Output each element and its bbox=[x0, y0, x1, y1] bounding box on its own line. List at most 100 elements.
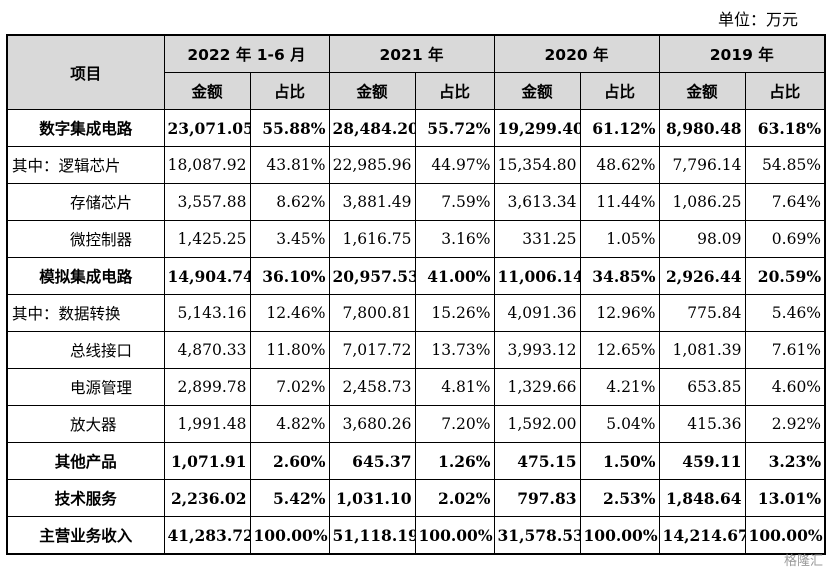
period-header: 2022 年 1-6 月 bbox=[163, 34, 330, 73]
amount-cell: 2,236.02 bbox=[163, 479, 251, 517]
ratio-cell: 100.00% bbox=[249, 516, 330, 555]
amount-cell: 1,081.39 bbox=[658, 331, 746, 369]
ratio-cell: 3.45% bbox=[249, 220, 330, 258]
ratio-cell: 7.61% bbox=[744, 331, 826, 369]
amount-cell: 4,091.36 bbox=[493, 294, 581, 332]
amount-cell: 1,329.66 bbox=[493, 368, 581, 406]
item-header: 项目 bbox=[6, 34, 165, 110]
amount-cell: 645.37 bbox=[328, 442, 416, 480]
amount-cell: 28,484.20 bbox=[328, 109, 416, 147]
ratio-cell: 54.85% bbox=[744, 146, 826, 184]
row-label: 存储芯片 bbox=[6, 183, 165, 221]
row-label: 放大器 bbox=[6, 405, 165, 443]
ratio-cell: 3.23% bbox=[744, 442, 826, 480]
ratio-cell: 41.00% bbox=[414, 257, 495, 295]
amount-cell: 1,071.91 bbox=[163, 442, 251, 480]
ratio-cell: 4.81% bbox=[414, 368, 495, 406]
ratio-cell: 7.64% bbox=[744, 183, 826, 221]
amount-cell: 1,592.00 bbox=[493, 405, 581, 443]
amount-cell: 4,870.33 bbox=[163, 331, 251, 369]
table-row: 数字集成电路 23,071.05 55.88% 28,484.20 55.72% 19,2… bbox=[6, 109, 826, 147]
row-label: 电源管理 bbox=[6, 368, 165, 406]
period-header: 2020 年 bbox=[493, 34, 660, 73]
ratio-header: 占比 bbox=[249, 72, 330, 110]
ratio-cell: 55.72% bbox=[414, 109, 495, 147]
ratio-cell: 11.44% bbox=[579, 183, 660, 221]
ratio-cell: 20.59% bbox=[744, 257, 826, 295]
ratio-cell: 43.81% bbox=[249, 146, 330, 184]
amount-cell: 775.84 bbox=[658, 294, 746, 332]
amount-cell: 7,796.14 bbox=[658, 146, 746, 184]
amount-cell: 20,957.53 bbox=[328, 257, 416, 295]
ratio-cell: 2.02% bbox=[414, 479, 495, 517]
ratio-cell: 5.04% bbox=[579, 405, 660, 443]
table-row: 技术服务 2,236.02 5.42% 1,031.10 2.02% 797.83 2.53… bbox=[6, 479, 826, 517]
ratio-header: 占比 bbox=[579, 72, 660, 110]
table-row: 其中：数据转换 5,143.16 12.46% 7,800.81 15.26% 4,091… bbox=[6, 294, 826, 332]
ratio-cell: 4.21% bbox=[579, 368, 660, 406]
amount-cell: 22,985.96 bbox=[328, 146, 416, 184]
row-label: 微控制器 bbox=[6, 220, 165, 258]
amount-cell: 653.85 bbox=[658, 368, 746, 406]
table-row: 放大器 1,991.48 4.82% 3,680.26 7.20% 1,592.00 5.0… bbox=[6, 405, 826, 443]
row-label: 其他产品 bbox=[6, 442, 165, 480]
table-row: 其他产品 1,071.91 2.60% 645.37 1.26% 475.15 1.50% 4… bbox=[6, 442, 826, 480]
amount-cell: 18,087.92 bbox=[163, 146, 251, 184]
amount-cell: 1,425.25 bbox=[163, 220, 251, 258]
amount-cell: 5,143.16 bbox=[163, 294, 251, 332]
row-label: 其中：数据转换 bbox=[6, 294, 165, 332]
unit-label: 单位：万元 bbox=[717, 10, 798, 29]
amount-cell: 11,006.14 bbox=[493, 257, 581, 295]
row-label: 技术服务 bbox=[6, 479, 165, 517]
table-row: 主营业务收入 41,283.72 100.00% 51,118.19 100.00% 31… bbox=[6, 516, 826, 555]
amount-cell: 459.11 bbox=[658, 442, 746, 480]
row-label: 其中：逻辑芯片 bbox=[6, 146, 165, 184]
ratio-cell: 7.59% bbox=[414, 183, 495, 221]
amount-cell: 3,993.12 bbox=[493, 331, 581, 369]
amount-cell: 2,926.44 bbox=[658, 257, 746, 295]
ratio-cell: 2.60% bbox=[249, 442, 330, 480]
ratio-cell: 44.97% bbox=[414, 146, 495, 184]
ratio-cell: 2.92% bbox=[744, 405, 826, 443]
ratio-cell: 15.26% bbox=[414, 294, 495, 332]
ratio-cell: 36.10% bbox=[249, 257, 330, 295]
amount-cell: 3,557.88 bbox=[163, 183, 251, 221]
amount-header: 金额 bbox=[328, 72, 416, 110]
ratio-cell: 100.00% bbox=[414, 516, 495, 555]
table-row: 模拟集成电路 14,904.74 36.10% 20,957.53 41.00% 11,0… bbox=[6, 257, 826, 295]
amount-cell: 31,578.53 bbox=[493, 516, 581, 555]
period-header: 2019 年 bbox=[658, 34, 826, 73]
ratio-cell: 61.12% bbox=[579, 109, 660, 147]
ratio-cell: 4.82% bbox=[249, 405, 330, 443]
amount-header: 金额 bbox=[493, 72, 581, 110]
ratio-cell: 48.62% bbox=[579, 146, 660, 184]
ratio-cell: 100.00% bbox=[744, 516, 826, 555]
ratio-cell: 13.01% bbox=[744, 479, 826, 517]
amount-cell: 3,613.34 bbox=[493, 183, 581, 221]
amount-cell: 3,680.26 bbox=[328, 405, 416, 443]
ratio-cell: 63.18% bbox=[744, 109, 826, 147]
amount-cell: 1,616.75 bbox=[328, 220, 416, 258]
amount-cell: 98.09 bbox=[658, 220, 746, 258]
ratio-cell: 3.16% bbox=[414, 220, 495, 258]
ratio-header: 占比 bbox=[744, 72, 826, 110]
table-row: 存储芯片 3,557.88 8.62% 3,881.49 7.59% 3,613.34 11… bbox=[6, 183, 826, 221]
amount-header: 金额 bbox=[658, 72, 746, 110]
amount-cell: 51,118.19 bbox=[328, 516, 416, 555]
ratio-cell: 5.46% bbox=[744, 294, 826, 332]
ratio-cell: 1.50% bbox=[579, 442, 660, 480]
amount-cell: 7,800.81 bbox=[328, 294, 416, 332]
amount-cell: 14,904.74 bbox=[163, 257, 251, 295]
ratio-cell: 12.96% bbox=[579, 294, 660, 332]
ratio-cell: 7.20% bbox=[414, 405, 495, 443]
ratio-cell: 8.62% bbox=[249, 183, 330, 221]
ratio-cell: 11.80% bbox=[249, 331, 330, 369]
amount-cell: 8,980.48 bbox=[658, 109, 746, 147]
amount-cell: 7,017.72 bbox=[328, 331, 416, 369]
ratio-cell: 100.00% bbox=[579, 516, 660, 555]
ratio-cell: 5.42% bbox=[249, 479, 330, 517]
ratio-cell: 2.53% bbox=[579, 479, 660, 517]
ratio-header: 占比 bbox=[414, 72, 495, 110]
ratio-cell: 1.05% bbox=[579, 220, 660, 258]
amount-cell: 797.83 bbox=[493, 479, 581, 517]
